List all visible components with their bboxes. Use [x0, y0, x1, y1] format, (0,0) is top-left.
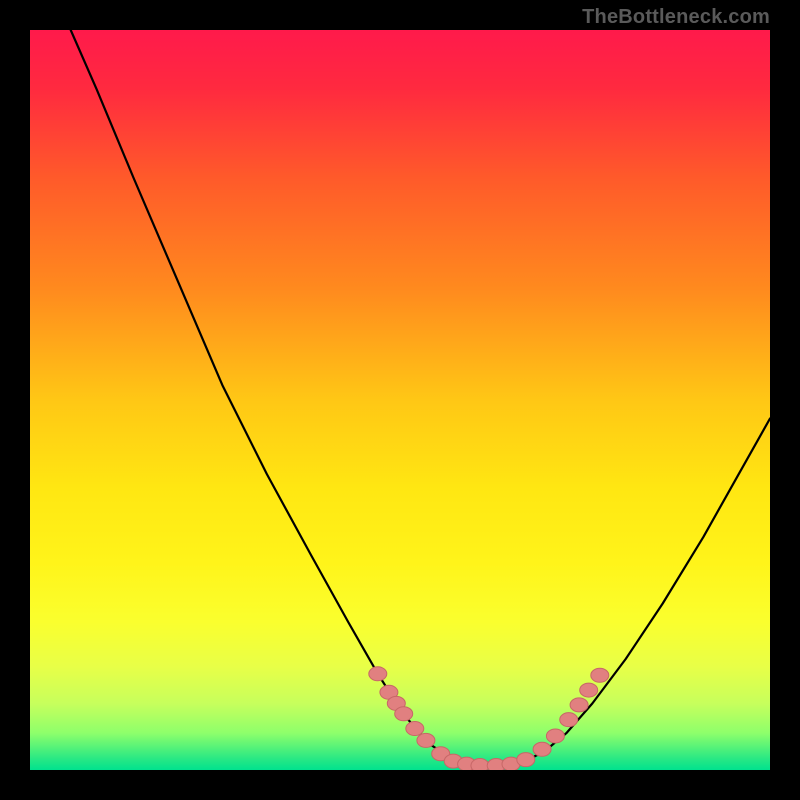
curve-marker	[517, 753, 535, 767]
watermark-text: TheBottleneck.com	[582, 6, 770, 29]
curve-marker	[369, 667, 387, 681]
plot-area	[30, 30, 770, 770]
curve-marker	[406, 722, 424, 736]
curve-marker	[546, 729, 564, 743]
chart-frame: TheBottleneck.com	[0, 0, 800, 800]
curve-marker	[417, 733, 435, 747]
curve-marker	[471, 759, 489, 770]
curve-marker	[560, 713, 578, 727]
curve-marker	[533, 742, 551, 756]
plot-svg	[30, 30, 770, 770]
curve-marker	[591, 668, 609, 682]
curve-marker	[580, 683, 598, 697]
gradient-background	[30, 30, 770, 770]
curve-marker	[395, 707, 413, 721]
curve-marker	[570, 698, 588, 712]
